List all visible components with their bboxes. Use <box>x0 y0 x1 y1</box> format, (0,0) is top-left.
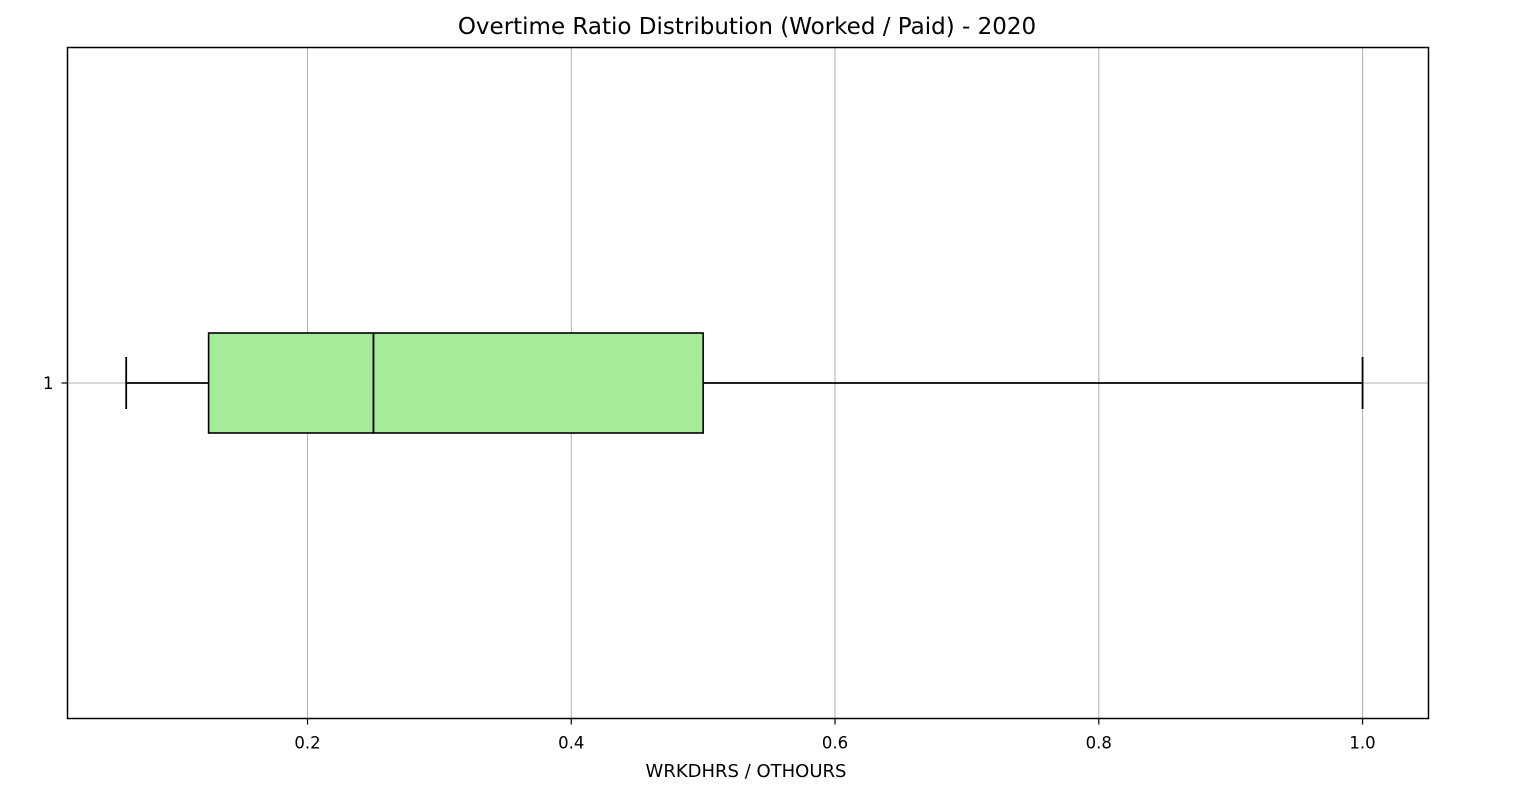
x-tick-label-1: 0.4 <box>558 734 584 753</box>
plot-area <box>125 332 1364 434</box>
x-tick-label-0: 0.2 <box>294 734 320 753</box>
x-tick-label-2: 0.6 <box>822 734 848 753</box>
x-axis: 0.2 0.4 0.6 0.8 1.0 <box>294 718 1376 753</box>
y-tick-label-0: 1 <box>43 374 54 393</box>
chart-title: Overtime Ratio Distribution (Worked / Pa… <box>458 14 1036 40</box>
x-axis-label: WRKDHRS / OTHOURS <box>646 761 847 782</box>
x-tick-label-3: 0.8 <box>1086 734 1112 753</box>
iqr-box <box>207 332 704 434</box>
x-tick-label-4: 1.0 <box>1349 734 1375 753</box>
y-axis: 1 <box>43 374 68 393</box>
